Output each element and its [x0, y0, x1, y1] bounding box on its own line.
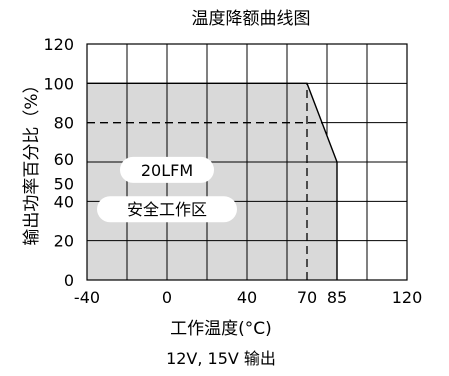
y-tick-label: 80	[54, 114, 74, 133]
y-tick-label: 20	[54, 232, 74, 251]
y-tick-label: 50	[54, 175, 74, 194]
safe-operating-area	[87, 83, 337, 280]
reference-lines	[87, 83, 322, 280]
annotation-text: 20LFM	[141, 161, 193, 180]
x-tick-label: 85	[327, 288, 347, 307]
derating-curve	[87, 82, 338, 280]
annotation-box	[120, 156, 214, 183]
y-tick-label: 120	[43, 35, 74, 54]
x-tick-labels: -40 0 40 70 85 120	[74, 288, 422, 307]
y-tick-label: 100	[43, 74, 74, 93]
y-axis-label: 输出功率百分比（%）	[22, 76, 42, 245]
y-tick-label: 60	[54, 150, 74, 169]
annotation-text: 安全工作区	[127, 200, 207, 219]
x-tick-label: 70	[297, 288, 317, 307]
annotation-box	[97, 196, 237, 223]
x-axis-label: 工作温度(°C)	[170, 319, 272, 339]
chart-title: 温度降额曲线图	[192, 9, 311, 29]
annotations: 20LFM 安全工作区	[97, 156, 237, 223]
y-tick-label: 0	[64, 271, 74, 290]
plot-frame	[86, 43, 408, 281]
x-tick-label: 40	[237, 288, 257, 307]
y-tick-label: 40	[54, 192, 74, 211]
footer-note: 12V, 15V 输出	[166, 349, 276, 368]
x-tick-label: -40	[74, 288, 100, 307]
x-tick-label: 120	[392, 288, 423, 307]
x-tick-label: 0	[162, 288, 172, 307]
